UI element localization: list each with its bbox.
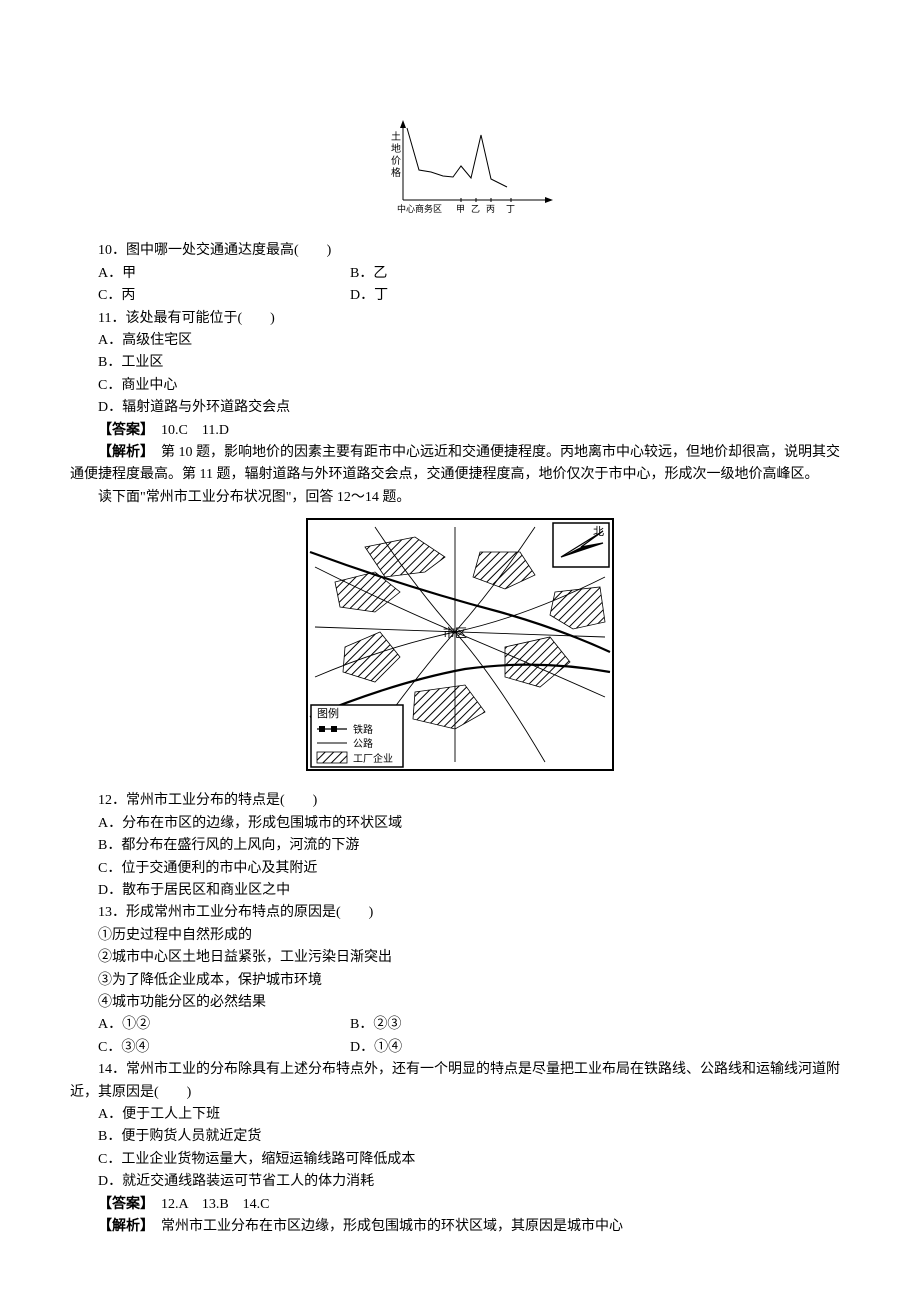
map-center-label: 市区 [443, 625, 467, 640]
legend-title: 图例 [317, 706, 339, 720]
svg-text:乙: 乙 [471, 204, 480, 214]
svg-text:丁: 丁 [506, 204, 515, 214]
option-10b: B．乙 [322, 263, 387, 285]
option-14d: D．就近交通线路装运可节省工人的体力消耗 [70, 1171, 850, 1193]
statement-13-4: ④城市功能分区的必然结果 [70, 992, 850, 1014]
explanation-121314-label: 【解析】 [98, 1219, 147, 1234]
question-14-stem: 14．常州市工业的分布除具有上述分布特点外，还有一个明显的特点是尽量把工业布局在… [70, 1059, 850, 1104]
option-11b: B．工业区 [70, 352, 850, 374]
option-10a: A．甲 [70, 263, 322, 285]
question-13-options-row2: C．③④ D．①④ [70, 1037, 850, 1059]
question-10-stem: 10．图中哪一处交通通达度最高( ) [70, 240, 850, 262]
answer-1011-label: 【答案】 [98, 423, 147, 438]
statement-13-1: ①历史过程中自然形成的 [70, 925, 850, 947]
land-price-chart: 土 地 价 格 中心商务区 甲 乙 丙 丁 [70, 120, 850, 228]
option-12c: C．位于交通便利的市中心及其附近 [70, 858, 850, 880]
question-12-stem: 12．常州市工业分布的特点是( ) [70, 790, 850, 812]
answer-1011: 【答案】 10.C 11.D [70, 420, 850, 442]
option-14b: B．便于购货人员就近定货 [70, 1126, 850, 1148]
intro-1214: 读下面"常州市工业分布状况图"，回答 12～14 题。 [70, 487, 850, 509]
option-14a: A．便于工人上下班 [70, 1104, 850, 1126]
explanation-1011-text: 第 10 题，影响地价的因素主要有距市中心远近和交通便捷程度。丙地离市中心较远，… [70, 445, 840, 482]
y-axis-label-1: 土 [391, 130, 401, 143]
y-axis-label-3: 价 [391, 155, 401, 167]
answer-121314: 【答案】 12.A 13.B 14.C [70, 1194, 850, 1216]
y-axis-label-4: 格 [391, 166, 401, 179]
option-12a: A．分布在市区的边缘，形成包围城市的环状区域 [70, 813, 850, 835]
question-10-options-row2: C．丙 D．丁 [70, 285, 850, 307]
option-13c: C．③④ [70, 1037, 322, 1059]
option-10d: D．丁 [322, 285, 388, 307]
option-11c: C．商业中心 [70, 375, 850, 397]
changzhou-map: 北 市区 图例 铁路 [70, 517, 850, 780]
explanation-121314: 【解析】 常州市工业分布在市区边缘，形成包围城市的环状区域，其原因是城市中心 [70, 1216, 850, 1238]
option-12b: B．都分布在盛行风的上风向，河流的下游 [70, 835, 850, 857]
answer-1011-text: 10.C 11.D [147, 423, 229, 438]
y-axis-label-2: 地 [391, 142, 401, 155]
question-10-options-row1: A．甲 B．乙 [70, 263, 850, 285]
question-11-stem: 11．该处最有可能位于( ) [70, 308, 850, 330]
option-13b: B．②③ [322, 1014, 401, 1036]
legend-factory: 工厂企业 [353, 752, 393, 765]
statement-13-2: ②城市中心区土地日益紧张，工业污染日渐突出 [70, 947, 850, 969]
answer-121314-text: 12.A 13.B 14.C [147, 1197, 270, 1212]
svg-text:中心商务区: 中心商务区 [397, 203, 442, 214]
option-11a: A．高级住宅区 [70, 330, 850, 352]
svg-text:丙: 丙 [486, 204, 495, 214]
option-13a: A．①② [70, 1014, 322, 1036]
option-12d: D．散布于居民区和商业区之中 [70, 880, 850, 902]
option-10c: C．丙 [70, 285, 322, 307]
option-13d: D．①④ [322, 1037, 402, 1059]
explanation-1011: 【解析】 第 10 题，影响地价的因素主要有距市中心远近和交通便捷程度。丙地离市… [70, 442, 850, 487]
explanation-1011-label: 【解析】 [98, 445, 147, 460]
answer-121314-label: 【答案】 [98, 1197, 147, 1212]
question-13-options-row1: A．①② B．②③ [70, 1014, 850, 1036]
statement-13-3: ③为了降低企业成本，保护城市环境 [70, 970, 850, 992]
question-13-stem: 13．形成常州市工业分布特点的原因是( ) [70, 902, 850, 924]
option-14c: C．工业企业货物运量大，缩短运输线路可降低成本 [70, 1149, 850, 1171]
legend-rail: 铁路 [353, 723, 373, 736]
legend-road: 公路 [353, 737, 373, 750]
explanation-121314-text: 常州市工业分布在市区边缘，形成包围城市的环状区域，其原因是城市中心 [147, 1219, 623, 1234]
option-11d: D．辐射道路与外环道路交会点 [70, 397, 850, 419]
svg-text:甲: 甲 [456, 204, 465, 214]
